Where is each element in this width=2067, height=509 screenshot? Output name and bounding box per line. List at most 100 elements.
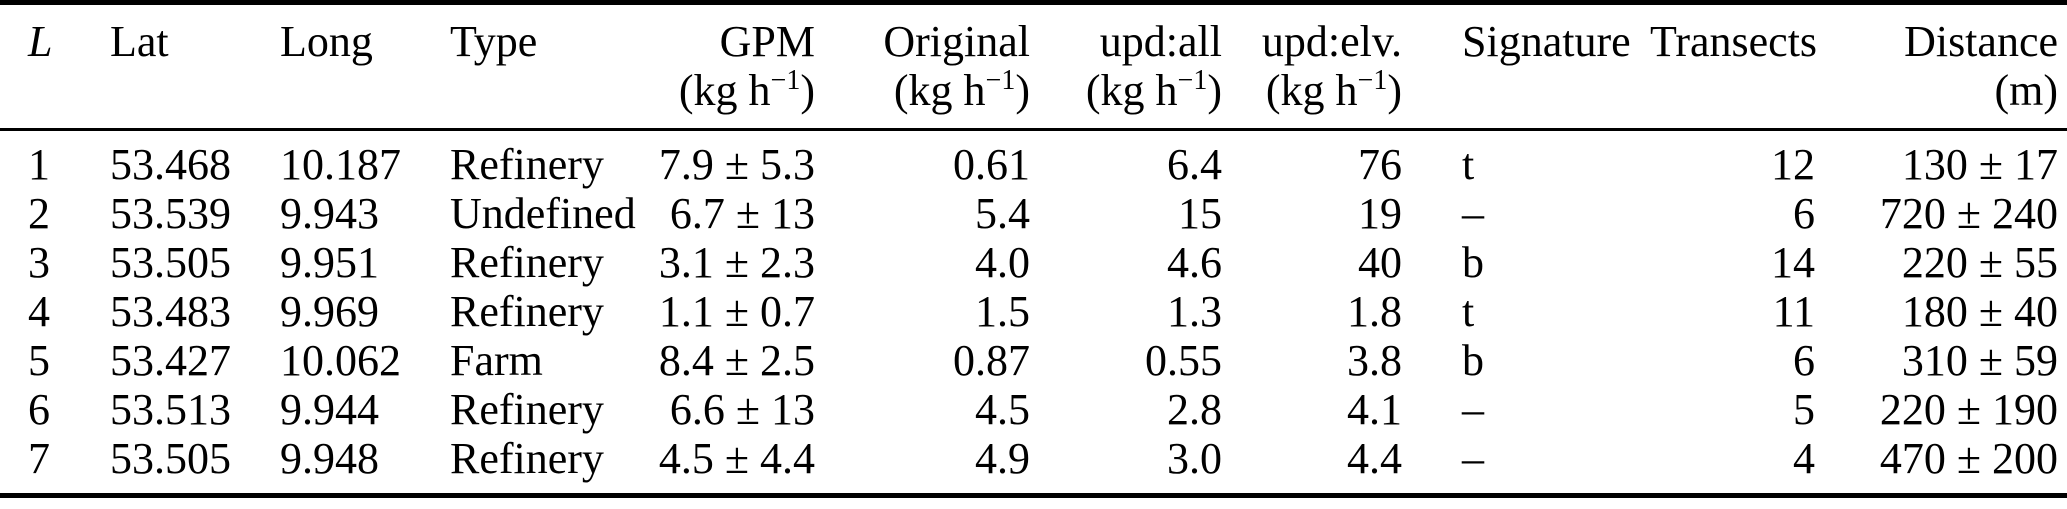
unit-upd-all: (kg h−1)	[1040, 65, 1232, 131]
unit-gpm: (kg h−1)	[640, 65, 825, 131]
col-header-upd-all: upd:all	[1099, 17, 1222, 66]
table-cell: 9.951	[280, 238, 379, 287]
table-body: 1 53.468 10.187 Refinery 7.9 ± 5.3 0.61 6.4 76 t…	[0, 130, 2067, 496]
col-header-l: L	[0, 3, 95, 67]
table-cell: 12	[1771, 140, 1815, 189]
table-cell: 1.1 ± 0.7	[658, 287, 815, 336]
table-cell: 53.505	[110, 238, 231, 287]
header-units-row: (kg h−1) (kg h−1) (kg h−1) (kg h−1) (m)	[0, 65, 2067, 131]
table-cell: 9.944	[280, 385, 379, 434]
table-cell: 11	[1772, 287, 1815, 336]
table-cell: 53.513	[110, 385, 231, 434]
table-cell: 53.539	[110, 189, 231, 238]
emissions-table: L Lat Long Type GPM Original upd:all upd…	[0, 0, 2067, 498]
table-cell: 3.8	[1347, 336, 1402, 385]
unit-empty	[425, 66, 640, 131]
table-cell: 76	[1358, 140, 1402, 189]
table-cell: 19	[1358, 189, 1402, 238]
table-cell: Refinery	[450, 140, 604, 189]
col-header-l-label: L	[28, 17, 53, 66]
table-cell: 4.6	[1167, 238, 1222, 287]
unit-open: (kg h	[678, 66, 771, 115]
unit-distance: (m)	[1825, 66, 2067, 131]
table-cell: 720 ± 240	[1879, 189, 2058, 238]
table-cell: 1	[28, 140, 50, 189]
table-cell: 4.5	[975, 385, 1030, 434]
table-cell: 6	[1793, 336, 1815, 385]
unit-exponent: −1	[985, 65, 1016, 96]
table-cell: Refinery	[450, 434, 604, 483]
table-cell: 1.8	[1347, 287, 1402, 336]
table-cell: 7.9 ± 5.3	[658, 140, 815, 189]
unit-exponent: −1	[1357, 65, 1388, 96]
table-cell: 0.55	[1145, 336, 1222, 385]
table-cell: 130 ± 17	[1901, 140, 2058, 189]
table-cell: 9.969	[280, 287, 379, 336]
table-cell: Refinery	[450, 287, 604, 336]
unit-open: (kg h	[893, 66, 986, 115]
table-cell: t	[1462, 140, 1475, 189]
table-cell: 4	[28, 287, 50, 336]
col-header-gpm: GPM	[719, 17, 815, 66]
table-cell: 4.5 ± 4.4	[658, 434, 815, 483]
table-cell: 3.0	[1167, 434, 1222, 483]
table-row: 1 53.468 10.187 Refinery 7.9 ± 5.3 0.61 6.4 76 t…	[0, 130, 2067, 190]
table-cell: 1.5	[975, 287, 1030, 336]
table-cell: 4.9	[975, 434, 1030, 483]
table-cell: 14	[1771, 238, 1815, 287]
col-header-long: Long	[280, 17, 373, 66]
table-cell: 6	[1793, 189, 1815, 238]
table-cell: 1.3	[1167, 287, 1222, 336]
table-cell: 6	[28, 385, 50, 434]
unit-close: )	[1387, 66, 1402, 115]
unit-empty	[1650, 66, 1825, 131]
table-cell: 3.1 ± 2.3	[658, 238, 815, 287]
table-cell: 310 ± 59	[1901, 336, 2058, 385]
table-row: 3 53.505 9.951 Refinery 3.1 ± 2.3 4.0 4.6 40 b 14…	[0, 238, 2067, 287]
table-cell: –	[1462, 385, 1484, 434]
unit-exponent: −1	[770, 65, 801, 96]
table-row: 7 53.505 9.948 Refinery 4.5 ± 4.4 4.9 3.0 4.4 – 4…	[0, 434, 2067, 496]
header-labels-row: L Lat Long Type GPM Original upd:all upd…	[0, 3, 2067, 67]
unit-empty	[0, 66, 95, 131]
table-cell: 2	[28, 189, 50, 238]
unit-close: )	[1207, 66, 1222, 115]
table-cell: 220 ± 55	[1901, 238, 2058, 287]
table-cell: t	[1462, 287, 1475, 336]
table-cell: 4.4	[1347, 434, 1402, 483]
table-cell: 10.187	[280, 140, 401, 189]
table-cell: 6.7 ± 13	[669, 189, 815, 238]
unit-original: (kg h−1)	[825, 65, 1040, 131]
table-cell: –	[1462, 189, 1484, 238]
table-cell: 180 ± 40	[1901, 287, 2058, 336]
table-cell: 4.1	[1347, 385, 1402, 434]
table-cell: b	[1462, 238, 1484, 287]
table-cell: Refinery	[450, 238, 604, 287]
table-cell: 0.61	[953, 140, 1030, 189]
table-cell: 470 ± 200	[1879, 434, 2058, 483]
col-header-signature: Signature	[1462, 17, 1631, 66]
col-header-lat: Lat	[110, 17, 169, 66]
table-cell: Undefined	[450, 189, 636, 238]
unit-empty	[250, 66, 425, 131]
col-header-transects: Transects	[1650, 17, 1818, 66]
unit-empty	[95, 66, 250, 131]
table-cell: –	[1462, 434, 1484, 483]
unit-close: )	[800, 66, 815, 115]
table-cell: Refinery	[450, 385, 604, 434]
unit-close: )	[1015, 66, 1030, 115]
unit-empty	[1412, 66, 1650, 131]
col-header-upd-elv: upd:elv.	[1261, 17, 1402, 66]
table-cell: 8.4 ± 2.5	[658, 336, 815, 385]
table-cell: 5.4	[975, 189, 1030, 238]
table-row: 5 53.427 10.062 Farm 8.4 ± 2.5 0.87 0.55 3.8 b 6 3…	[0, 336, 2067, 385]
table-cell: 53.505	[110, 434, 231, 483]
table-cell: 4	[1793, 434, 1815, 483]
table-cell: 6.6 ± 13	[669, 385, 815, 434]
unit-exponent: −1	[1177, 65, 1208, 96]
table-cell: 53.483	[110, 287, 231, 336]
unit-open: (kg h	[1085, 66, 1178, 115]
table-header: L Lat Long Type GPM Original upd:all upd…	[0, 3, 2067, 131]
table-cell: 9.943	[280, 189, 379, 238]
unit-open: (kg h	[1265, 66, 1358, 115]
